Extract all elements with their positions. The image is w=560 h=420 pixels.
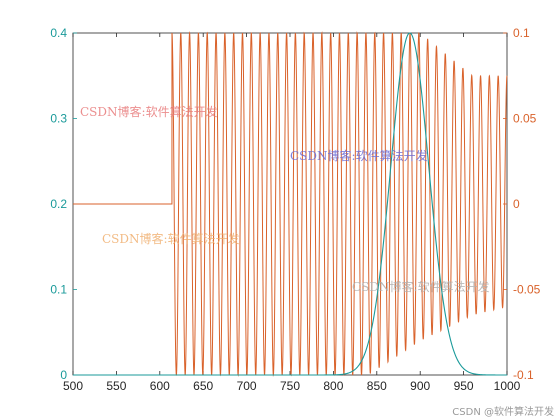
- left-y-tick-label: 0.4: [50, 26, 67, 40]
- x-tick-label: 650: [193, 379, 213, 393]
- right-y-tick-label: -0.1: [513, 368, 534, 382]
- x-tick-label: 700: [237, 379, 257, 393]
- right-y-tick-label: 0.05: [513, 112, 537, 126]
- right-y-tick-label: 0.1: [513, 26, 530, 40]
- watermarks: CSDN博客:软件算法开发 CSDN博客:软件算法开发 CSDN博客:软件算法开…: [80, 104, 490, 294]
- left-y-tick-label: 0.1: [50, 283, 67, 297]
- left-y-axis: 0 0.1 0.2 0.3 0.4: [50, 26, 77, 382]
- left-y-tick-label: 0.3: [50, 112, 67, 126]
- x-tick-label: 550: [106, 379, 126, 393]
- x-axis: 500 550 600 650 700 750 800 850 900 950 1000: [63, 33, 521, 393]
- right-y-axis: -0.1 -0.05 0 0.05 0.1: [503, 26, 541, 382]
- x-tick-label: 800: [323, 379, 343, 393]
- series-oscillation-line: [73, 31, 508, 377]
- x-tick-label: 950: [454, 379, 474, 393]
- x-tick-label: 1000: [494, 379, 521, 393]
- right-y-tick-label: -0.05: [513, 283, 541, 297]
- x-tick-label: 500: [63, 379, 83, 393]
- x-tick-label: 900: [410, 379, 430, 393]
- right-y-tick-label: 0: [513, 197, 520, 211]
- left-y-tick-label: 0: [60, 368, 67, 382]
- series-gaussian-line: [73, 32, 507, 376]
- x-tick-label: 850: [367, 379, 387, 393]
- watermark-1: CSDN博客:软件算法开发: [80, 104, 218, 119]
- watermark-2: CSDN博客:软件算法开发: [290, 148, 428, 163]
- left-y-tick-label: 0.2: [50, 197, 67, 211]
- watermark-3: CSDN博客:软件算法开发: [102, 231, 240, 246]
- watermark-4: CSDN博客:软件算法开发: [352, 279, 490, 294]
- x-tick-label: 750: [280, 379, 300, 393]
- x-tick-label: 600: [150, 379, 170, 393]
- footer-watermark: CSDN @软件算法开发: [452, 407, 554, 418]
